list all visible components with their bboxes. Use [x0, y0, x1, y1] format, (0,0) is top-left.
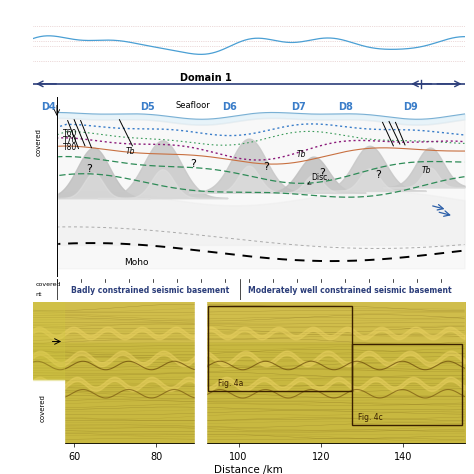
Text: ?: ?	[375, 170, 381, 180]
Text: Badly constrained seismic basement: Badly constrained seismic basement	[71, 286, 229, 295]
Bar	[208, 306, 352, 391]
Text: ?: ?	[319, 168, 325, 178]
Text: ?: ?	[190, 159, 196, 169]
Text: Seafloor: Seafloor	[175, 101, 210, 110]
Text: D5: D5	[140, 102, 155, 112]
Text: D7: D7	[291, 102, 306, 112]
Text: Fig. 4a: Fig. 4a	[218, 379, 244, 388]
Text: Domain 1: Domain 1	[180, 73, 232, 83]
Text: nt: nt	[36, 292, 42, 297]
Text: ?: ?	[263, 163, 269, 173]
X-axis label: Distance /km: Distance /km	[214, 465, 283, 474]
Text: Disc.: Disc.	[308, 173, 330, 184]
Text: ?: ?	[86, 164, 92, 174]
Text: covered: covered	[36, 282, 61, 287]
Text: D4: D4	[41, 102, 55, 112]
Bar	[352, 344, 463, 425]
Text: Tb: Tb	[421, 165, 431, 174]
Text: Tb: Tb	[126, 147, 136, 155]
Text: covered: covered	[39, 394, 46, 422]
Text: T70: T70	[63, 136, 77, 145]
Text: D6: D6	[222, 102, 237, 112]
Text: T80: T80	[63, 143, 77, 152]
Text: D8: D8	[338, 102, 353, 112]
Text: Fig. 4c: Fig. 4c	[358, 413, 383, 422]
Text: Moderately well constrained seismic basement: Moderately well constrained seismic base…	[248, 286, 452, 295]
Text: Moho: Moho	[125, 258, 149, 267]
Text: Tb: Tb	[296, 150, 306, 159]
Text: covered: covered	[36, 128, 41, 156]
Text: T60: T60	[63, 129, 77, 137]
Text: D9: D9	[403, 102, 418, 112]
